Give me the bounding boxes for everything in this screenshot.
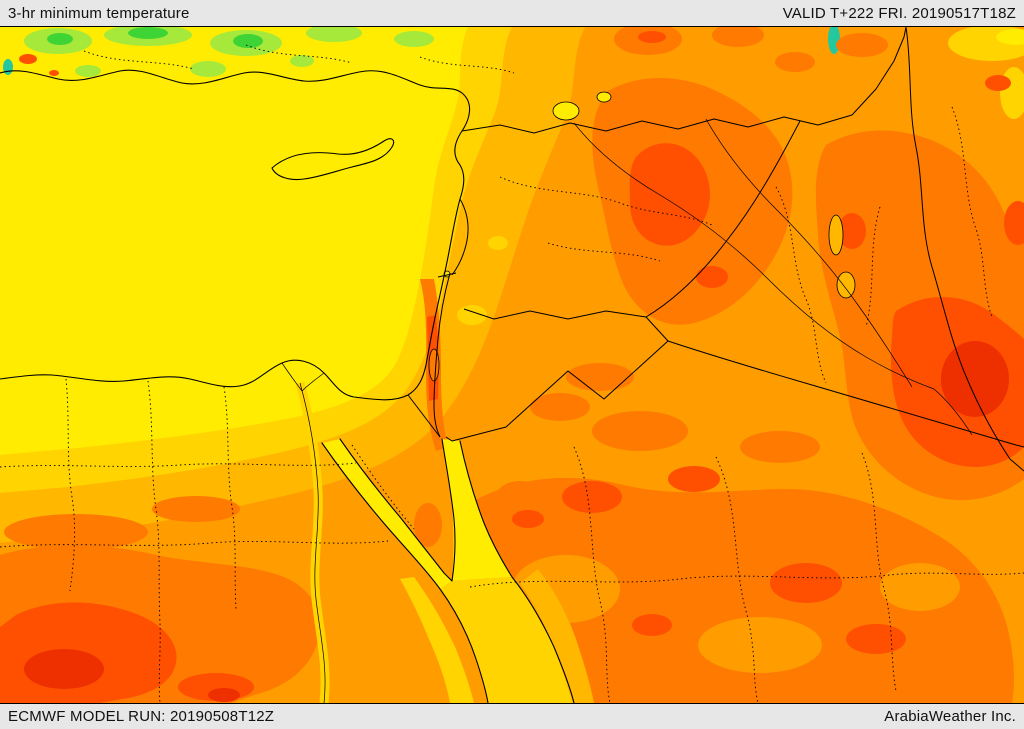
map-footer: ECMWF MODEL RUN: 20190508T12Z ArabiaWeat… [0, 703, 1024, 729]
hot-region-east [815, 130, 1024, 501]
cold-green-patches [3, 27, 992, 77]
map-title: 3-hr minimum temperature [8, 4, 190, 22]
euphrates-river [573, 122, 935, 390]
nile-river [299, 382, 326, 703]
map-area [0, 27, 1024, 703]
rivers [281, 118, 973, 703]
temperature-band-bright-yellow [0, 27, 468, 455]
dead-sea [428, 348, 440, 382]
cyprus-coast [271, 138, 395, 181]
model-run-label: ECMWF MODEL RUN: 20190508T12Z [8, 708, 275, 725]
valid-time-label: VALID T+222 FRI. 20190517T18Z [782, 4, 1016, 22]
lakes [428, 91, 856, 382]
weather-map [0, 27, 1024, 703]
hot-region-north-east [592, 27, 793, 325]
tigris-river [705, 118, 913, 388]
admin-boundaries-dotted [0, 44, 1024, 703]
warm-specks-north [19, 27, 1024, 119]
coastlines [0, 69, 575, 703]
map-header: 3-hr minimum temperature VALID T+222 FRI… [0, 0, 1024, 27]
branding-label: ArabiaWeather Inc. [884, 708, 1016, 725]
country-borders [407, 27, 1024, 472]
